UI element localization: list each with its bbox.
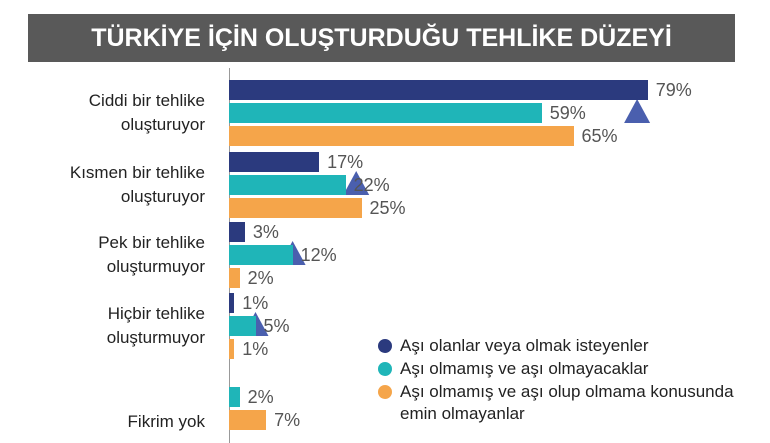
bar (229, 410, 267, 430)
value-label: 7% (274, 410, 301, 430)
value-label: 5% (263, 316, 290, 336)
bar (229, 198, 362, 218)
bar (229, 245, 293, 265)
bar (229, 293, 235, 313)
bar (229, 387, 240, 407)
category-label: Fikrim yok (127, 412, 205, 431)
legend-swatch (378, 362, 392, 376)
bar (229, 222, 245, 242)
value-label: 22% (353, 175, 390, 195)
chart-title: TÜRKİYE İÇİN OLUŞTURDUĞU TEHLİKE DÜZEYİ (28, 14, 735, 62)
value-label: 2% (247, 387, 274, 407)
value-label: 79% (655, 80, 692, 100)
category-label: Pek bir tehlike oluşturmuyor (98, 233, 205, 276)
value-label: 1% (242, 339, 269, 359)
value-label: 59% (549, 103, 586, 123)
legend-swatch (378, 385, 392, 399)
bar (229, 103, 542, 123)
legend-label: Aşı olanlar veya olmak isteyenler (400, 336, 649, 355)
bar (229, 339, 235, 359)
legend-label: Aşı olmamış ve aşı olup olmama konusunda… (400, 382, 734, 423)
marker (624, 99, 651, 123)
bar (229, 126, 574, 146)
category-label: Hiçbir tehlike oluşturmuyor (106, 304, 205, 347)
bar (229, 152, 320, 172)
value-label: 2% (247, 268, 274, 288)
value-label: 3% (252, 222, 279, 242)
category-label: Ciddi bir tehlike oluşturuyor (88, 91, 205, 134)
legend-swatch (378, 339, 392, 353)
value-label: 65% (581, 126, 618, 146)
value-label: 25% (369, 198, 406, 218)
legend-label: Aşı olmamış ve aşı olmayacaklar (400, 359, 649, 378)
bar (229, 175, 346, 195)
value-label: 1% (242, 293, 269, 313)
bar (229, 268, 240, 288)
bar (229, 80, 648, 100)
category-label: Kısmen bir tehlike oluşturuyor (69, 163, 205, 206)
value-label: 12% (300, 245, 337, 265)
bar (229, 316, 256, 336)
value-label: 17% (327, 152, 364, 172)
